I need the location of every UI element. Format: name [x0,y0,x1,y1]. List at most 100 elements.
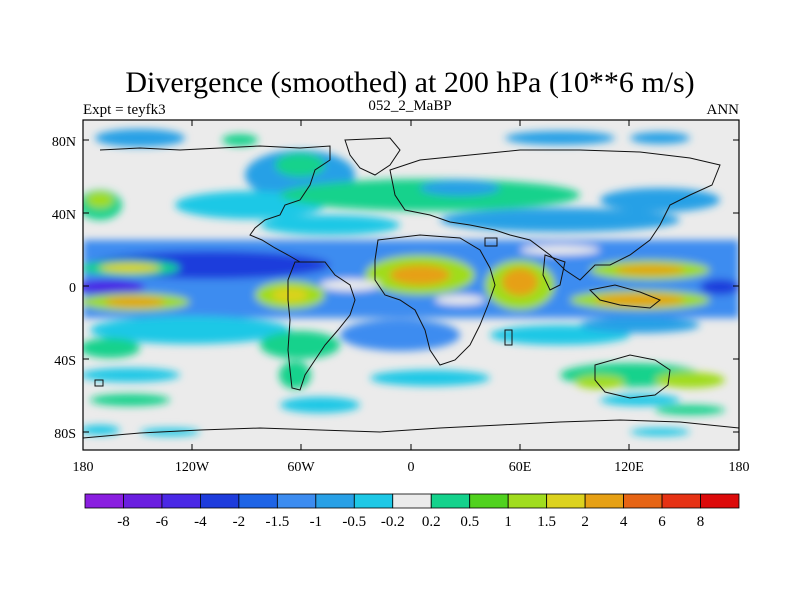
colorbar-box [546,493,586,509]
contour-blob [440,208,680,232]
south-america-coast [287,261,356,391]
maritime-continent-coast [588,284,661,309]
colorbar-box [623,493,663,509]
colorbar-box [584,493,624,509]
x-tick-label: 60W [287,460,315,475]
x-tick-label: 60E [509,460,532,475]
contour-blob [595,294,685,306]
contour-blob [655,405,725,415]
contour-blob [260,331,340,359]
contour-blob [280,179,580,211]
colorbar-box [507,493,548,509]
colorbar-box [200,493,240,509]
y-tick-label: 80S [54,427,76,442]
contour-blob [83,368,180,382]
contour-blob [83,425,120,435]
contour-blob [630,132,690,144]
contour-blob [700,279,739,295]
case-label: 052_2_MaBP [368,98,451,114]
contour-blob [83,338,140,358]
contour-blob [600,188,720,212]
y-tick-label: 80N [52,135,76,150]
contour-blob [340,319,460,351]
y-tick-label: 40N [52,208,76,223]
contour-blob [520,245,600,255]
colorbar-label: 4 [620,514,628,530]
experiment-label: Expt = teyfk3 [83,102,166,118]
colorbar-label: 0.5 [460,514,479,530]
y-tick-label: 0 [69,281,76,296]
colorbar-box [276,493,317,509]
colorbar-label: 8 [697,514,705,530]
x-tick-label: 0 [408,460,415,475]
contour-blob [390,265,450,285]
contour-blob [275,153,325,177]
colorbar-label: -1.5 [265,514,289,530]
contour-blob [575,375,625,389]
map-plot-area [83,120,739,450]
contour-blob [86,192,114,208]
x-tick-label: 120E [614,460,644,475]
contour-blob [90,394,170,406]
divergence-contours [83,129,739,436]
colorbar-box [84,493,124,509]
colorbar-label: 6 [658,514,666,530]
contour-blob [279,361,311,389]
colorbar-box [700,493,740,509]
colorbar-box [123,493,163,509]
colorbar-label: 1 [504,514,512,530]
australia-coast [594,354,671,399]
contour-blob [95,129,185,147]
contour-blob [600,394,680,406]
colorbar-label: 2 [581,514,589,530]
contour-blob [222,134,258,146]
island-coast [484,237,498,247]
contour-blob [505,131,615,145]
colorbar-label: -0.2 [381,514,405,530]
colorbar-box [238,493,278,509]
colorbar-label: -4 [194,514,207,530]
contour-blob [280,397,360,413]
colorbar-label: -2 [233,514,246,530]
contour-blob [615,265,685,275]
x-tick-label: 120W [175,460,210,475]
colorbar [84,493,740,509]
africa-coast [374,234,496,366]
colorbar-box [469,493,509,509]
island-coast [94,379,104,387]
x-tick-label: 180 [729,460,750,475]
colorbar-label: 0.2 [422,514,441,530]
contour-blob [655,372,725,388]
colorbar-label: -1 [310,514,323,530]
contour-blob [630,428,690,436]
colorbar-label: -8 [117,514,130,530]
colorbar-box [430,493,471,509]
contour-blob [580,317,700,333]
x-axis [191,120,630,450]
x-tick-label: 180 [73,460,94,475]
colorbar-label: 1.5 [537,514,556,530]
greenland-coast [344,137,401,176]
colorbar-labels: -8 -6 -4 -2 -1.5 -1 -0.5 -0.2 0.2 0.5 1 1.5 2 4 6 8 [117,514,704,530]
colorbar-label: -6 [156,514,169,530]
contour-blob [83,279,145,295]
y-tick-label: 40S [54,354,76,369]
eurasia-coast [389,149,721,281]
colorbar-box [161,493,201,509]
colorbar-label: -0.5 [342,514,366,530]
antarctica-coast [83,419,739,439]
contour-blob [370,370,490,386]
contour-blob [100,263,160,273]
colorbar-box [315,493,355,509]
contour-blob [420,180,500,196]
coastlines [83,137,739,439]
contour-blob [435,295,485,305]
contour-blob [272,288,308,302]
india-coast [542,254,566,291]
north-america-coast [99,145,331,263]
contour-blob [260,215,400,235]
madagascar-coast [504,329,513,346]
y-axis [83,139,739,433]
contour-blob [502,268,538,296]
